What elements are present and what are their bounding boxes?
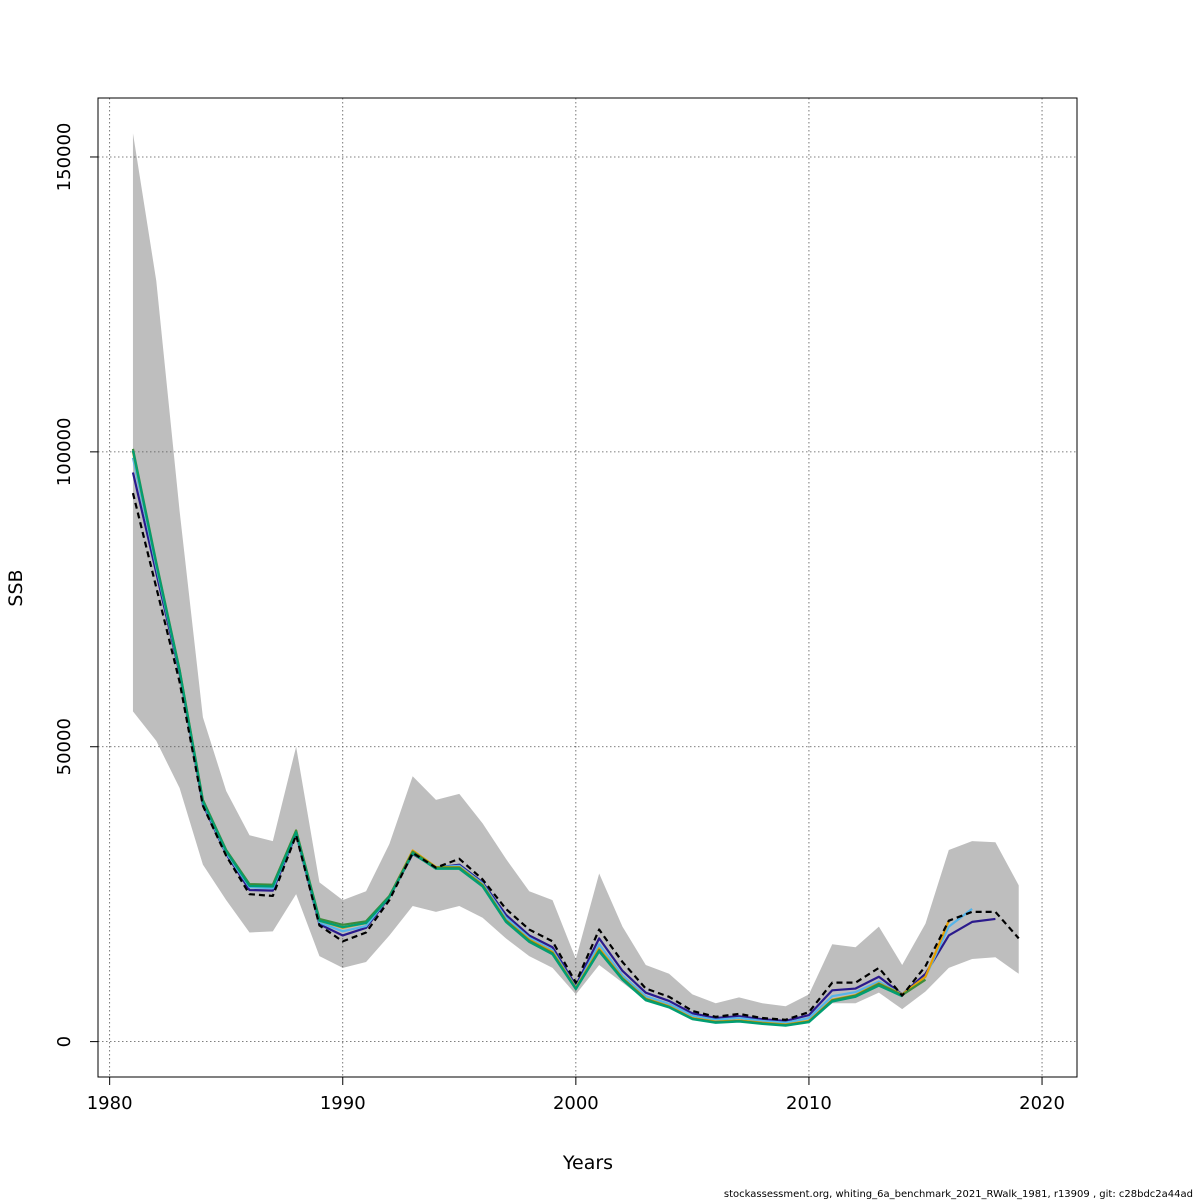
x-tick-label: 2020	[1019, 1093, 1065, 1114]
x-tick-label: 2010	[786, 1093, 832, 1114]
series-line-estimate	[131, 492, 1020, 1021]
series-layer	[131, 448, 1020, 1027]
y-axis: 0 50000 100000 150000	[54, 123, 98, 1047]
x-tick-label: 1990	[320, 1093, 366, 1114]
y-tick-label: 150000	[54, 123, 75, 192]
y-tick-label: 0	[54, 1036, 75, 1047]
x-axis-title: Years	[562, 1152, 613, 1174]
y-tick-label: 50000	[54, 718, 75, 775]
series-line-retro-5	[131, 450, 903, 1027]
plot-frame	[97, 97, 1078, 1078]
confidence-band	[132, 133, 1019, 1023]
y-axis-title: SSB	[5, 569, 27, 606]
confidence-band-layer	[132, 133, 1019, 1023]
x-tick-label: 1980	[87, 1093, 133, 1114]
x-axis: 1980 1990 2000 2010 2020	[87, 1077, 1065, 1114]
x-tick-label: 2000	[553, 1093, 599, 1114]
footer-credit: stockassessment.org, whiting_6a_benchmar…	[724, 1189, 1193, 1200]
y-tick-label: 100000	[54, 417, 75, 486]
series-line-retro-2	[131, 457, 973, 1024]
grid-layer	[98, 98, 1077, 1077]
